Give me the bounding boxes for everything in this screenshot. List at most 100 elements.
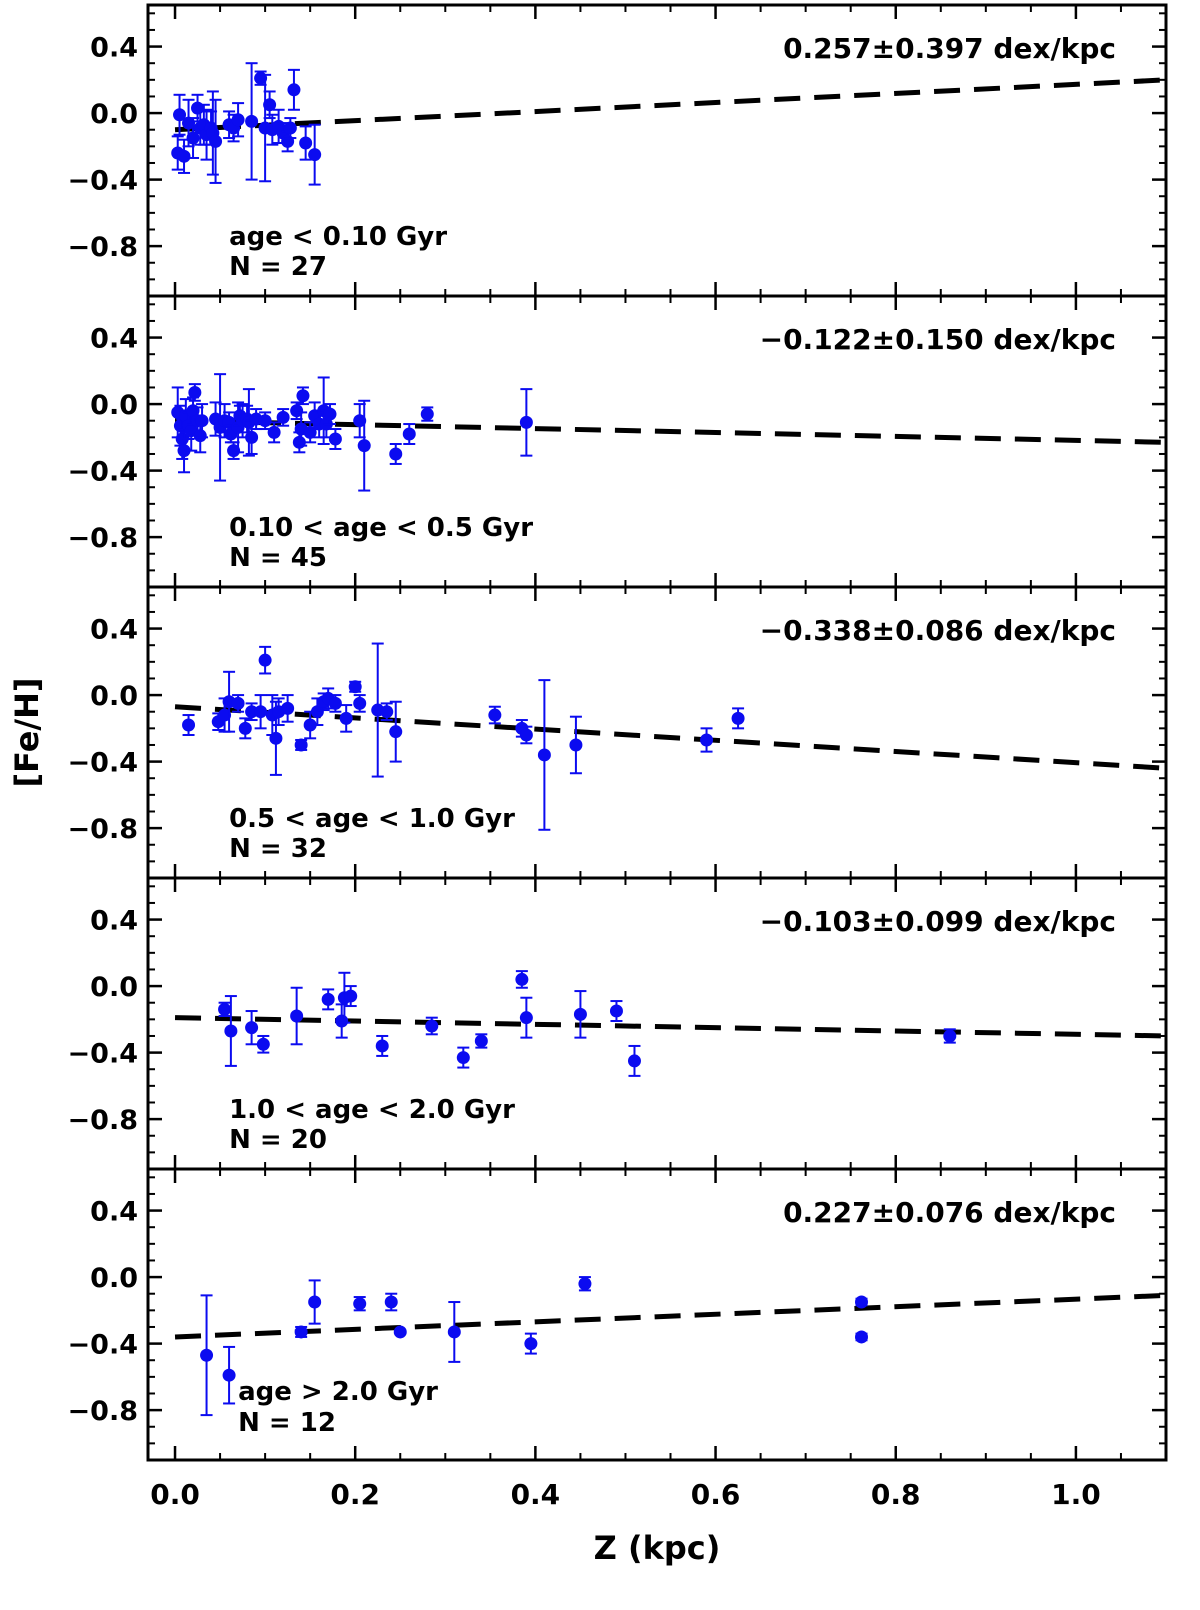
data-point bbox=[353, 696, 367, 710]
data-point bbox=[267, 425, 281, 439]
slope-label: 0.227±0.076 dex/kpc bbox=[783, 1196, 1116, 1229]
y-tick-label: −0.4 bbox=[68, 1039, 138, 1070]
data-point bbox=[353, 414, 367, 428]
data-point bbox=[191, 101, 205, 115]
data-point bbox=[177, 149, 191, 163]
y-tick-label: −0.8 bbox=[68, 1105, 138, 1136]
slope-label: −0.338±0.086 dex/kpc bbox=[760, 614, 1116, 647]
data-point bbox=[245, 114, 259, 128]
data-point bbox=[353, 1297, 367, 1311]
panel-2: 0.4 0.0 −0.4 −0.8 −0.122±0.150 dex/kpc 0.10 <… bbox=[68, 294, 1168, 589]
x-tick-label: 0.8 bbox=[871, 1478, 921, 1511]
y-tick-label: 0.4 bbox=[90, 1197, 138, 1228]
x-tick-label: 0.2 bbox=[330, 1478, 380, 1511]
data-point bbox=[269, 731, 283, 745]
data-point bbox=[519, 728, 533, 742]
y-tick-label: 0.4 bbox=[90, 615, 138, 646]
fit-line bbox=[174, 418, 1166, 445]
data-point bbox=[231, 696, 245, 710]
y-tick-label: 0.0 bbox=[90, 681, 138, 712]
data-point bbox=[182, 116, 196, 130]
data-point bbox=[188, 385, 202, 399]
data-point bbox=[294, 738, 308, 752]
y-tick-label: 0.4 bbox=[90, 906, 138, 937]
data-point bbox=[380, 705, 394, 719]
data-point bbox=[393, 1325, 407, 1339]
slope-label: −0.103±0.099 dex/kpc bbox=[760, 905, 1116, 938]
data-point bbox=[222, 1368, 236, 1382]
data-point bbox=[177, 444, 191, 458]
data-point bbox=[283, 121, 297, 135]
n-label: N = 32 bbox=[229, 834, 327, 864]
data-point bbox=[294, 1325, 308, 1339]
data-point bbox=[182, 718, 196, 732]
y-tick-label: 0.0 bbox=[90, 972, 138, 1003]
data-point bbox=[224, 1024, 238, 1038]
data-point bbox=[276, 410, 290, 424]
data-point bbox=[245, 1021, 259, 1035]
data-point bbox=[175, 432, 189, 446]
data-point bbox=[339, 711, 353, 725]
x-tick-label: 1.0 bbox=[1051, 1478, 1101, 1511]
data-point bbox=[375, 1039, 389, 1053]
fit-line bbox=[174, 1292, 1166, 1340]
age-label: age > 2.0 Gyr bbox=[238, 1377, 438, 1407]
data-point bbox=[348, 680, 362, 694]
n-label: N = 20 bbox=[229, 1125, 327, 1155]
data-point bbox=[281, 701, 295, 715]
panel-3: 0.4 0.0 −0.4 −0.8 −0.338±0.086 dex/kpc 0.5 < … bbox=[68, 585, 1168, 880]
data-point bbox=[200, 1348, 214, 1362]
data-point bbox=[310, 705, 324, 719]
x-tick-label: 0.0 bbox=[150, 1478, 200, 1511]
data-point bbox=[389, 725, 403, 739]
panel-frame bbox=[146, 1167, 1168, 1462]
y-tick-label: 0.4 bbox=[90, 324, 138, 355]
data-point bbox=[263, 98, 277, 112]
y-tick-label: −0.4 bbox=[68, 1330, 138, 1361]
data-point bbox=[855, 1295, 869, 1309]
n-label: N = 27 bbox=[229, 252, 327, 282]
data-point bbox=[389, 447, 403, 461]
data-point bbox=[420, 407, 434, 421]
data-point bbox=[384, 1295, 398, 1309]
data-point bbox=[209, 134, 223, 148]
data-point bbox=[292, 435, 306, 449]
data-point bbox=[456, 1051, 470, 1065]
data-point bbox=[328, 432, 342, 446]
data-point bbox=[519, 1011, 533, 1025]
data-point bbox=[218, 1002, 232, 1016]
data-point bbox=[258, 414, 272, 428]
data-point bbox=[515, 972, 529, 986]
fit-line bbox=[174, 704, 1166, 771]
data-point bbox=[256, 1037, 270, 1051]
data-point bbox=[290, 404, 304, 418]
age-label: 0.10 < age < 0.5 Gyr bbox=[229, 513, 533, 543]
x-axis-title: Z (kpc) bbox=[594, 1529, 721, 1567]
data-point bbox=[245, 705, 259, 719]
data-point bbox=[193, 429, 207, 443]
data-point bbox=[186, 131, 200, 145]
data-point bbox=[344, 989, 358, 1003]
data-point bbox=[238, 721, 252, 735]
data-point bbox=[573, 1007, 587, 1021]
data-point bbox=[447, 1325, 461, 1339]
data-point bbox=[402, 427, 416, 441]
data-point bbox=[519, 415, 533, 429]
y-tick-label: −0.4 bbox=[68, 457, 138, 488]
data-point bbox=[227, 444, 241, 458]
data-point bbox=[173, 108, 187, 122]
data-point bbox=[245, 430, 259, 444]
data-point bbox=[488, 708, 502, 722]
data-point bbox=[578, 1277, 592, 1291]
x-tick-label: 0.6 bbox=[691, 1478, 741, 1511]
data-point bbox=[195, 414, 209, 428]
data-point bbox=[943, 1029, 957, 1043]
data-point bbox=[335, 1014, 349, 1028]
data-point bbox=[287, 83, 301, 97]
data-point bbox=[231, 113, 245, 127]
data-point bbox=[254, 705, 268, 719]
y-tick-label: −0.8 bbox=[68, 232, 138, 263]
age-label: age < 0.10 Gyr bbox=[229, 222, 447, 252]
